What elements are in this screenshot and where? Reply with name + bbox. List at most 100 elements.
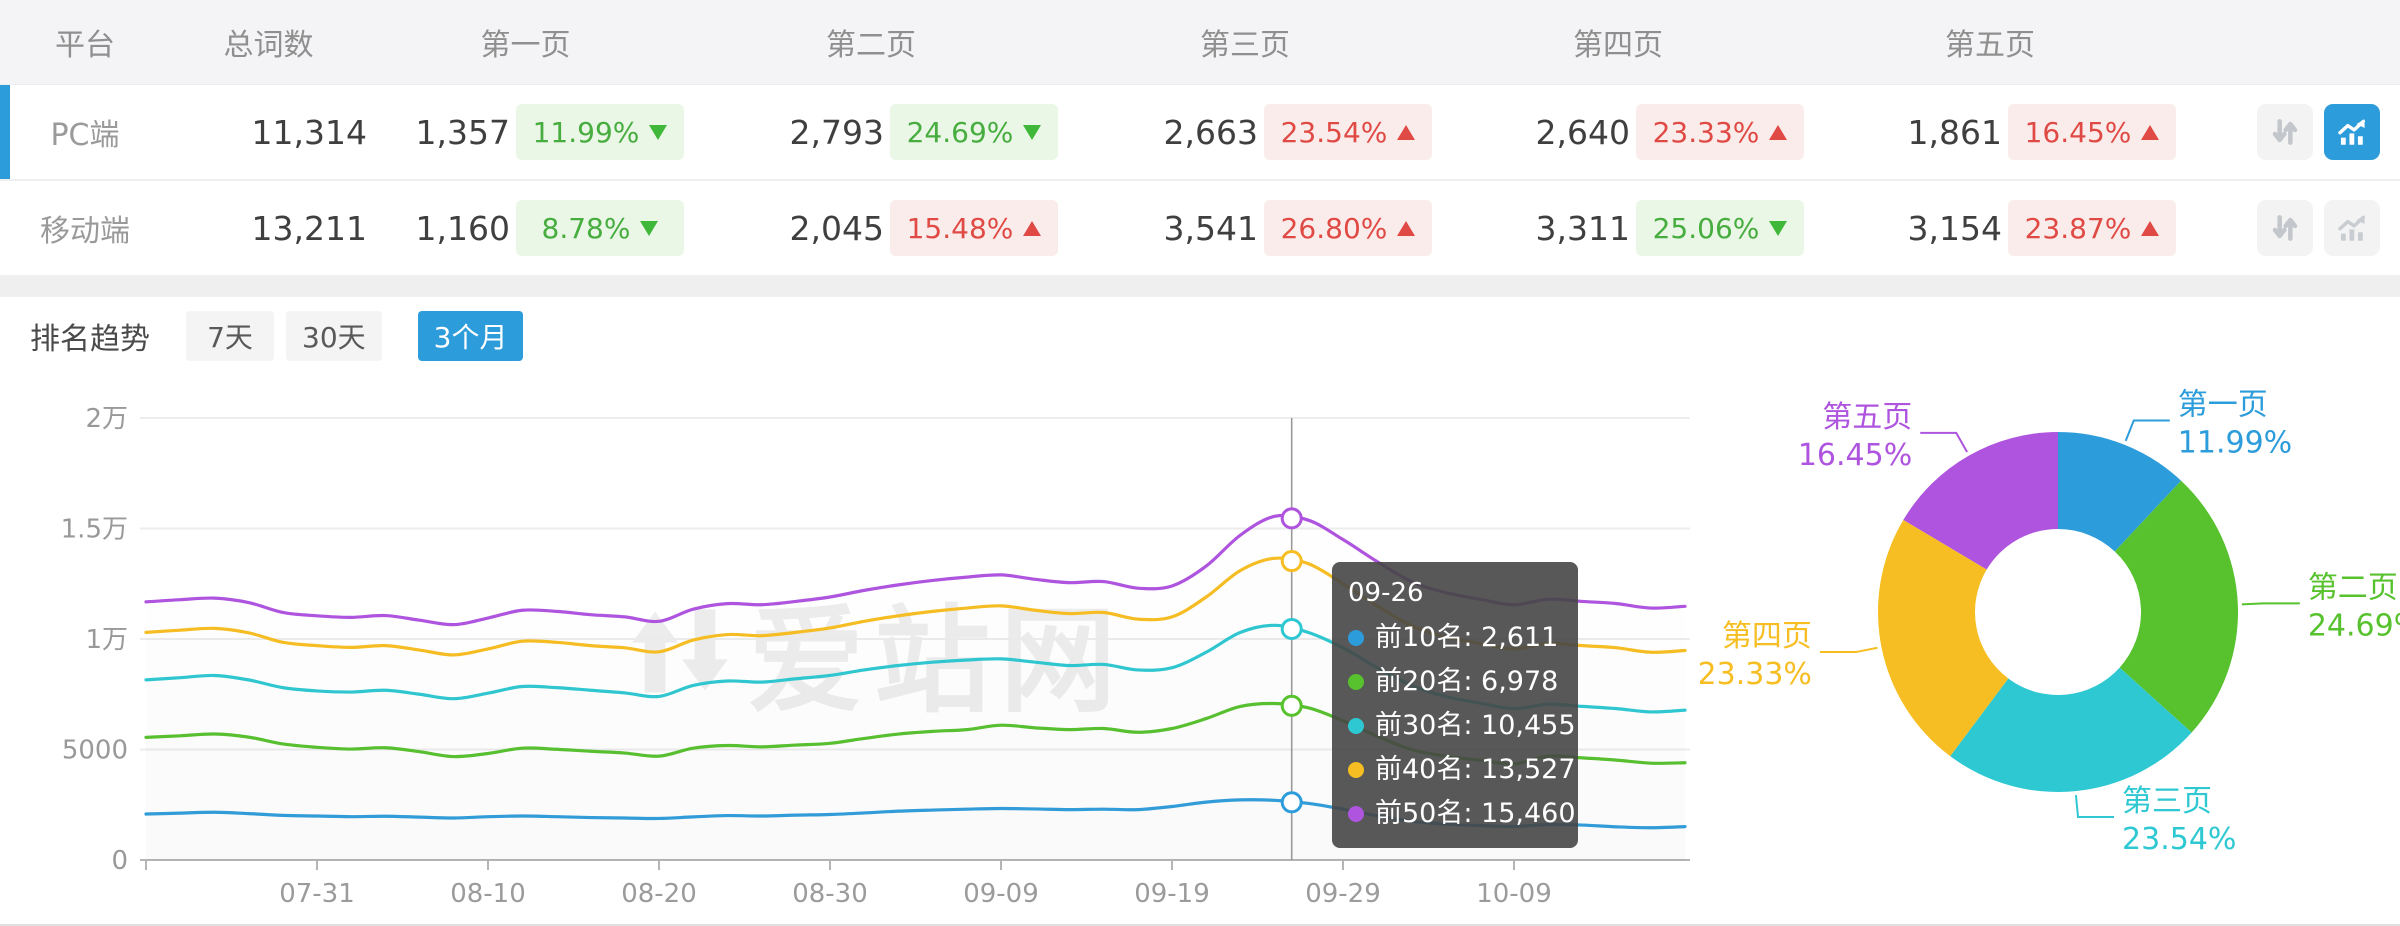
- svg-text:第三页: 第三页: [2122, 784, 2212, 819]
- trend-chart-button[interactable]: [2324, 200, 2380, 256]
- column-header-0: 平台: [55, 28, 115, 63]
- svg-text:5000: 5000: [62, 736, 128, 766]
- arrow-up-icon: [1769, 124, 1788, 140]
- rank-table-body: PC端 11,314 1,357 11.99% 2,793 24.69% 2,663 23.5…: [0, 85, 2400, 275]
- svg-text:第一页: 第一页: [2178, 387, 2268, 422]
- arrow-down-icon: [1023, 124, 1042, 140]
- row-actions: [2176, 104, 2400, 160]
- tab-30天[interactable]: 30天: [286, 311, 382, 361]
- rank-table-header: 平台 总词数 第一页 第二页 第三页 第四页 第五页: [0, 0, 2400, 85]
- table-row-pc[interactable]: PC端 11,314 1,357 11.99% 2,793 24.69% 2,663 23.5…: [0, 85, 2400, 179]
- svg-text:1.5万: 1.5万: [61, 515, 128, 545]
- change-percent: 26.80%: [1280, 211, 1388, 245]
- tooltip-series-value: 前50名: 15,460: [1375, 798, 1576, 829]
- svg-text:09-19: 09-19: [1134, 879, 1210, 909]
- arrow-down-icon: [1769, 220, 1788, 236]
- page1-count-cell: 1,160: [415, 208, 510, 248]
- column-header-5: 第四页: [1573, 28, 1663, 63]
- platform-cell: 移动端: [40, 214, 130, 249]
- arrow-down-icon: [640, 220, 659, 236]
- series-dot: [1348, 762, 1364, 778]
- arrow-up-icon: [1397, 124, 1416, 140]
- page2-change-badge: 15.48%: [890, 200, 1058, 256]
- change-percent: 23.33%: [1652, 115, 1760, 149]
- svg-text:16.45%: 16.45%: [1798, 438, 1912, 473]
- column-header-6: 第五页: [1945, 28, 2035, 63]
- change-percent: 25.06%: [1652, 211, 1760, 245]
- page1-change-badge: 8.78%: [516, 200, 684, 256]
- change-percent: 8.78%: [541, 211, 631, 245]
- svg-text:0: 0: [111, 846, 128, 876]
- svg-text:2万: 2万: [85, 404, 128, 434]
- svg-text:08-20: 08-20: [621, 879, 697, 909]
- page3-count-cell: 2,663: [1163, 112, 1258, 152]
- page2-count-cell: 2,793: [789, 112, 884, 152]
- svg-text:07-31: 07-31: [279, 879, 355, 909]
- svg-text:23.33%: 23.33%: [1700, 657, 1812, 692]
- column-header-4: 第三页: [1200, 28, 1290, 63]
- page1-count-cell: 1,357: [415, 112, 510, 152]
- svg-text:1万: 1万: [85, 625, 128, 655]
- change-percent: 11.99%: [532, 115, 640, 149]
- series-dot: [1348, 718, 1364, 734]
- tooltip-series-value: 前10名: 2,611: [1375, 622, 1559, 653]
- trend-chart-button[interactable]: [2324, 104, 2380, 160]
- svg-text:第二页: 第二页: [2308, 570, 2398, 605]
- svg-text:08-10: 08-10: [450, 879, 526, 909]
- total-words-cell: 13,211: [251, 208, 367, 248]
- tooltip-series-row: 前50名: 15,460: [1348, 792, 1576, 836]
- tooltip-series-row: 前40名: 13,527: [1348, 748, 1576, 792]
- tooltip-series-value: 前20名: 6,978: [1375, 666, 1559, 697]
- svg-text:08-30: 08-30: [792, 879, 868, 909]
- tooltip-series-row: 前30名: 10,455: [1348, 704, 1576, 748]
- svg-text:第四页: 第四页: [1722, 619, 1812, 654]
- series-dot: [1348, 630, 1364, 646]
- page3-change-badge: 23.54%: [1264, 104, 1432, 160]
- tooltip-date: 09-26: [1348, 578, 1424, 608]
- svg-text:11.99%: 11.99%: [2178, 425, 2292, 460]
- arrow-up-icon: [1397, 220, 1416, 236]
- trend-charts-area: 爱站网 050001万1.5万2万07-3108-1008-2008-3009-…: [0, 369, 2400, 925]
- compare-arrows-button[interactable]: [2257, 200, 2313, 256]
- section-divider: [0, 275, 2400, 297]
- tab-7天[interactable]: 7天: [186, 311, 274, 361]
- row-actions: [2176, 200, 2400, 256]
- svg-text:23.54%: 23.54%: [2122, 822, 2236, 857]
- page4-count-cell: 3,311: [1535, 208, 1630, 248]
- page2-change-badge: 24.69%: [890, 104, 1058, 160]
- arrow-down-icon: [649, 124, 668, 140]
- platform-cell: PC端: [50, 118, 120, 153]
- page1-change-badge: 11.99%: [516, 104, 684, 160]
- tooltip-series-value: 前30名: 10,455: [1375, 710, 1576, 741]
- svg-text:10-09: 10-09: [1476, 879, 1552, 909]
- page3-change-badge: 26.80%: [1264, 200, 1432, 256]
- arrow-up-icon: [2141, 124, 2160, 140]
- trend-header: 排名趋势 7天 30天 3个月: [0, 303, 2400, 369]
- change-percent: 23.87%: [2024, 211, 2132, 245]
- svg-text:第五页: 第五页: [1822, 400, 1912, 435]
- svg-text:24.69%: 24.69%: [2308, 608, 2400, 643]
- change-percent: 16.45%: [2024, 115, 2132, 149]
- tab-3个月[interactable]: 3个月: [417, 311, 524, 361]
- page5-change-badge: 23.87%: [2008, 200, 2176, 256]
- page4-count-cell: 2,640: [1535, 112, 1630, 152]
- page5-change-badge: 16.45%: [2008, 104, 2176, 160]
- page4-change-badge: 25.06%: [1636, 200, 1804, 256]
- chart-tooltip: 09-26 前10名: 2,611 前20名: 6,978 前30名: 10,455 前…: [1332, 562, 1578, 848]
- tooltip-series-row: 前20名: 6,978: [1348, 660, 1562, 704]
- table-row-mobile[interactable]: 移动端 13,211 1,160 8.78% 2,045 15.48% 3,541 26.80…: [0, 179, 2400, 275]
- compare-arrows-button[interactable]: [2257, 104, 2313, 160]
- column-header-1: 总词数: [223, 28, 314, 63]
- column-header-2: 第一页: [480, 28, 571, 63]
- total-words-cell: 11,314: [251, 112, 367, 152]
- page2-count-cell: 2,045: [789, 208, 884, 248]
- tooltip-series-row: 前10名: 2,611: [1348, 616, 1562, 660]
- arrow-up-icon: [2141, 220, 2160, 236]
- svg-text:09-09: 09-09: [963, 879, 1039, 909]
- column-header-3: 第二页: [826, 28, 916, 63]
- change-percent: 15.48%: [906, 211, 1014, 245]
- page3-count-cell: 3,541: [1163, 208, 1258, 248]
- arrow-up-icon: [1023, 220, 1042, 236]
